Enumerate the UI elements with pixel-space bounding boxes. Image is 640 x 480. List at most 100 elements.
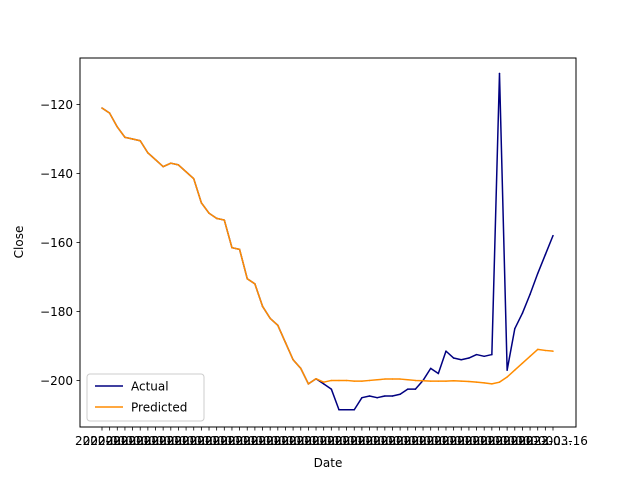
x-tick-label: 2022-0...: [450, 434, 504, 448]
data-point-predicted: [544, 349, 547, 352]
x-axis: 2022-0...2022-0...2022-0...2022-0...2022…: [75, 427, 588, 448]
data-point-predicted: [215, 217, 218, 220]
data-point-predicted: [185, 171, 187, 173]
data-point-predicted: [361, 380, 363, 382]
x-tick-label: 2022-0...: [236, 434, 290, 448]
data-point-actual: [391, 395, 394, 397]
data-point-predicted: [200, 202, 203, 204]
x-tick-label: 2022-0...: [106, 434, 160, 448]
y-axis: −200 −180 −160 −140 −120: [40, 98, 80, 388]
data-point-actual: [407, 388, 409, 390]
legend-label-actual: Actual: [131, 380, 169, 394]
data-point-actual: [399, 393, 401, 395]
x-tick-label: 2022-0...: [488, 434, 542, 448]
data-point-predicted: [322, 381, 325, 383]
x-tick-label: 2022-0...: [381, 434, 435, 448]
x-tick-label: 2022-0...: [473, 434, 527, 448]
data-point-predicted: [330, 379, 333, 382]
data-point-actual: [345, 409, 348, 411]
data-point-predicted: [521, 362, 524, 364]
data-point-predicted: [429, 380, 432, 382]
x-tick-label: 2022-0...: [297, 434, 351, 448]
x-tick-label: 2023-03-16: [518, 434, 588, 448]
data-point-predicted: [452, 380, 455, 382]
data-point-predicted: [139, 140, 141, 142]
data-point-actual: [506, 369, 508, 371]
x-tick-label: 2022-0...: [266, 434, 320, 448]
data-point-predicted: [384, 378, 386, 380]
data-point-predicted: [300, 367, 302, 370]
x-tick-label: 2022-0...: [373, 434, 427, 448]
data-point-predicted: [246, 277, 248, 280]
data-point-predicted: [368, 379, 371, 382]
y-tick-label: −200: [40, 374, 73, 388]
x-axis-title: Date: [314, 456, 343, 470]
x-tick-label: 2022-0...: [411, 434, 465, 448]
x-tick-label: 2022-0...: [343, 434, 397, 448]
data-point-actual: [368, 395, 371, 397]
data-point-predicted: [154, 158, 157, 161]
data-point-predicted: [292, 359, 294, 361]
x-tick-label: 2022-0...: [197, 434, 251, 448]
data-point-actual: [552, 234, 554, 237]
data-point-predicted: [231, 246, 233, 249]
data-point-predicted: [468, 380, 470, 383]
x-tick-label: 2022-0...: [503, 434, 557, 448]
data-point-predicted: [162, 165, 164, 168]
x-tick-label: 2022-0...: [335, 434, 389, 448]
data-point-predicted: [269, 317, 271, 320]
x-tick-label: 2022-0...: [258, 434, 312, 448]
data-point-predicted: [170, 162, 172, 164]
x-tick-label: 2022-0...: [518, 434, 572, 448]
data-point-actual: [521, 312, 524, 314]
x-tick-label: 2022-0...: [228, 434, 282, 448]
data-point-predicted: [177, 164, 180, 166]
data-point-predicted: [315, 377, 317, 380]
x-tick-label: 2022-0...: [190, 434, 244, 448]
x-tick-label: 2022-0...: [396, 434, 450, 448]
data-point-predicted: [131, 138, 134, 140]
data-point-predicted: [422, 380, 424, 382]
x-tick-label: 2022-0...: [75, 434, 129, 448]
data-point-predicted: [108, 112, 111, 114]
data-point-actual: [376, 396, 378, 399]
data-point-actual: [536, 272, 539, 275]
y-tick-label: −160: [40, 236, 73, 250]
x-tick-label: 2022-0...: [136, 434, 190, 448]
data-point-predicted: [277, 324, 279, 327]
data-point-actual: [514, 327, 516, 330]
x-tick-label: 2022-0...: [312, 434, 366, 448]
x-tick-label: 2022-0...: [113, 434, 167, 448]
x-tick-label: 2022-0...: [251, 434, 305, 448]
x-tick-label: 2022-0...: [327, 434, 381, 448]
data-point-predicted: [261, 305, 264, 308]
x-tick-label: 2022-0...: [98, 434, 152, 448]
x-tick-label: 2022-0...: [121, 434, 175, 448]
x-tick-label: 2022-0...: [404, 434, 458, 448]
data-point-predicted: [399, 378, 401, 380]
data-point-actual: [475, 353, 478, 356]
data-point-predicted: [124, 136, 126, 139]
data-point-predicted: [223, 219, 226, 221]
data-point-predicted: [414, 379, 417, 382]
x-tick-label: 2022-0...: [281, 434, 335, 448]
data-point-actual: [414, 388, 417, 390]
legend: Actual Predicted: [86, 373, 205, 422]
data-point-predicted: [345, 379, 348, 382]
x-tick-label: 2022-0...: [129, 434, 183, 448]
x-tick-label: 2022-0...: [320, 434, 374, 448]
data-point-predicted: [460, 380, 463, 382]
x-tick-label: 2022-0...: [304, 434, 358, 448]
data-point-predicted: [238, 248, 241, 251]
x-tick-label: 2022-0...: [350, 434, 404, 448]
x-tick-label: 2022-0...: [511, 434, 565, 448]
x-tick-label: 2022-0...: [182, 434, 236, 448]
x-tick-label: 2022-0...: [213, 434, 267, 448]
data-point-actual: [384, 395, 386, 397]
data-point-actual: [361, 396, 363, 399]
data-point-predicted: [254, 283, 256, 285]
data-point-actual: [498, 72, 501, 75]
data-point-predicted: [475, 381, 478, 383]
x-tick-label: 2022-0...: [358, 434, 412, 448]
